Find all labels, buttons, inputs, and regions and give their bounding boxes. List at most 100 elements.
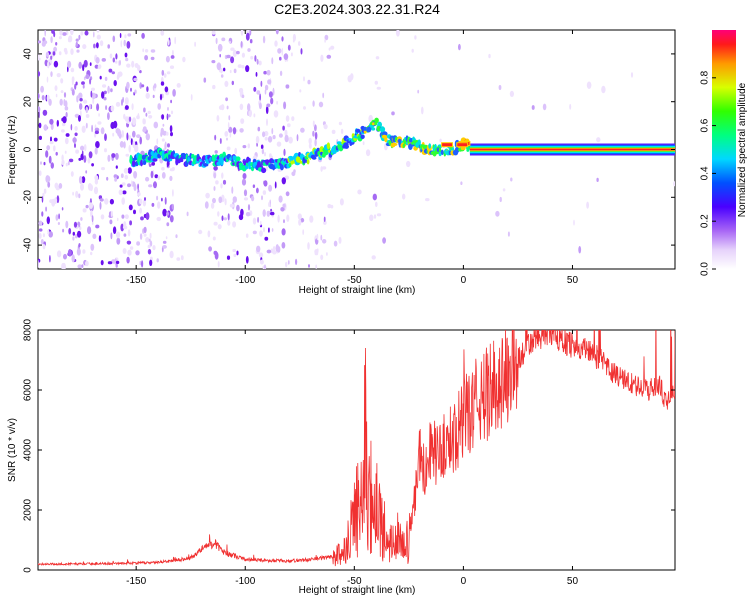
spectrogram-speckle [119,141,124,148]
spectrogram-speckle [62,32,67,36]
spectrogram-speckle [52,51,56,56]
spectrogram-speckle [53,46,57,52]
snr-x-tick-label: -150 [126,576,146,587]
spectrogram-ridge-blob [451,147,455,151]
spectrogram-speckle [139,82,142,89]
spectrogram-speckle [127,33,132,37]
spectrogram-speckle [55,93,58,98]
spectrogram-ridge-blob [311,156,317,160]
spectrogram-ridge-blob [168,154,171,160]
spectrogram-speckle [61,122,66,127]
spectrogram-speckle [320,234,323,241]
spectrogram-speckle [83,99,88,104]
spectrogram-speckle [143,226,147,234]
spectrogram-ridge-blob [235,156,241,162]
spectrogram-speckle [56,195,60,204]
spectrogram-speckle [144,55,149,61]
spectrogram-speckle [272,135,276,140]
spectrogram-speckle [232,248,236,253]
spectrogram-speckle [40,161,42,165]
spectrogram-speckle [212,236,216,241]
spectrogram-speckle [264,89,267,95]
spectrogram-speckle [326,54,332,59]
spectrogram-speckle [295,258,298,265]
spectrogram-speckle [92,97,95,105]
spectrogram-speckle [240,30,244,36]
spectrogram-speckle [253,113,256,118]
spectrogram-speckle [104,198,109,205]
spectrogram-speckle [277,48,282,54]
spectrogram-speckle [38,170,42,176]
spectrogram-speckle [80,183,84,191]
spectrogram-speckle [171,203,174,210]
spectrogram-speckle [245,212,251,217]
spectrogram-speckle [97,65,101,70]
spectrogram-speckle [50,123,54,130]
spectrogram-ridge-blob [371,122,376,126]
spectrogram-speckle [253,86,257,92]
spectrogram-speckle [115,152,119,160]
spectrogram-speckle [298,218,302,226]
spectrogram-speckle [94,147,98,155]
spectrogram-speckle [276,141,282,147]
spectrogram-speckle [224,198,227,206]
spectrogram-speckle [170,132,173,137]
spectrogram-speckle [123,141,126,149]
spectrogram-speckle [266,249,272,254]
spectrogram-speckle [64,106,69,111]
spectrogram-speckle [145,112,148,117]
spectrogram-speckle [258,60,262,66]
spectrogram-speckle [323,220,327,225]
spectrogram-speckle [170,110,174,115]
spectrogram-speckle [72,137,77,143]
spectrogram-speckle [53,137,58,142]
spectrogram-speckle [50,36,53,44]
spectrogram-speckle [156,138,159,145]
spectrogram-speckle [320,54,324,62]
spectrogram-speckle [326,252,328,256]
spectrogram-speckle [71,254,75,263]
spectrogram-speckle [48,155,52,164]
spectrogram-speckle [217,211,220,217]
spectrogram-speckle [45,175,50,183]
spectrogram-speckle [43,188,47,194]
spectrogram-ridge-blob [407,136,411,144]
spectrogram-speckle [74,113,80,118]
spectrogram-speckle [46,216,50,225]
spectrogram-speckle [460,181,463,185]
spectrogram-speckle [274,40,278,47]
spectrogram-speckle [50,55,53,60]
spectrogram-speckle [239,103,244,111]
spectrogram-speckle [307,242,310,250]
spectrogram-speckle [169,125,173,133]
spectrogram-speckle [83,76,86,81]
spectrogram-speckle [236,250,239,256]
spectrogram-speckle [169,175,173,181]
spectrogram-speckle [256,58,259,65]
spectrogram-speckle [371,255,376,260]
spectrogram-speckle [85,122,88,129]
spectrogram-speckle [262,35,266,44]
spectrogram-speckle [65,220,69,229]
spectrogram-speckle [281,36,284,42]
spectrogram-speckle [126,240,132,245]
colorbar-tick-label: 0.8 [700,70,711,84]
spectrogram-speckle [76,248,81,256]
snr-series-line [38,330,675,567]
spectrogram-speckle [97,121,102,125]
spectrogram-speckle [123,39,126,47]
spectrogram-x-tick-label: -150 [126,275,146,286]
spectrogram-speckle [45,51,50,58]
spectrogram-speckle [252,217,257,225]
spectrogram-ridge-blob [374,117,379,124]
spectrogram-speckle [100,127,105,135]
spectrogram-speckle [64,137,69,145]
spectrogram-speckle [221,172,224,179]
spectrogram-speckle [104,133,107,141]
spectrogram-speckle [75,81,78,86]
spectrogram-speckle [46,76,49,83]
spectrogram-speckle [320,254,324,260]
spectrogram-speckle [40,85,44,93]
spectrogram-speckle [194,41,197,47]
